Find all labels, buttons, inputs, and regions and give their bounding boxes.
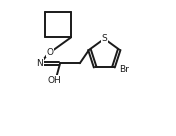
Text: Br: Br: [119, 65, 129, 74]
Text: N: N: [36, 59, 43, 68]
Text: O: O: [46, 48, 54, 57]
Text: OH: OH: [48, 76, 62, 85]
Text: S: S: [101, 34, 107, 43]
